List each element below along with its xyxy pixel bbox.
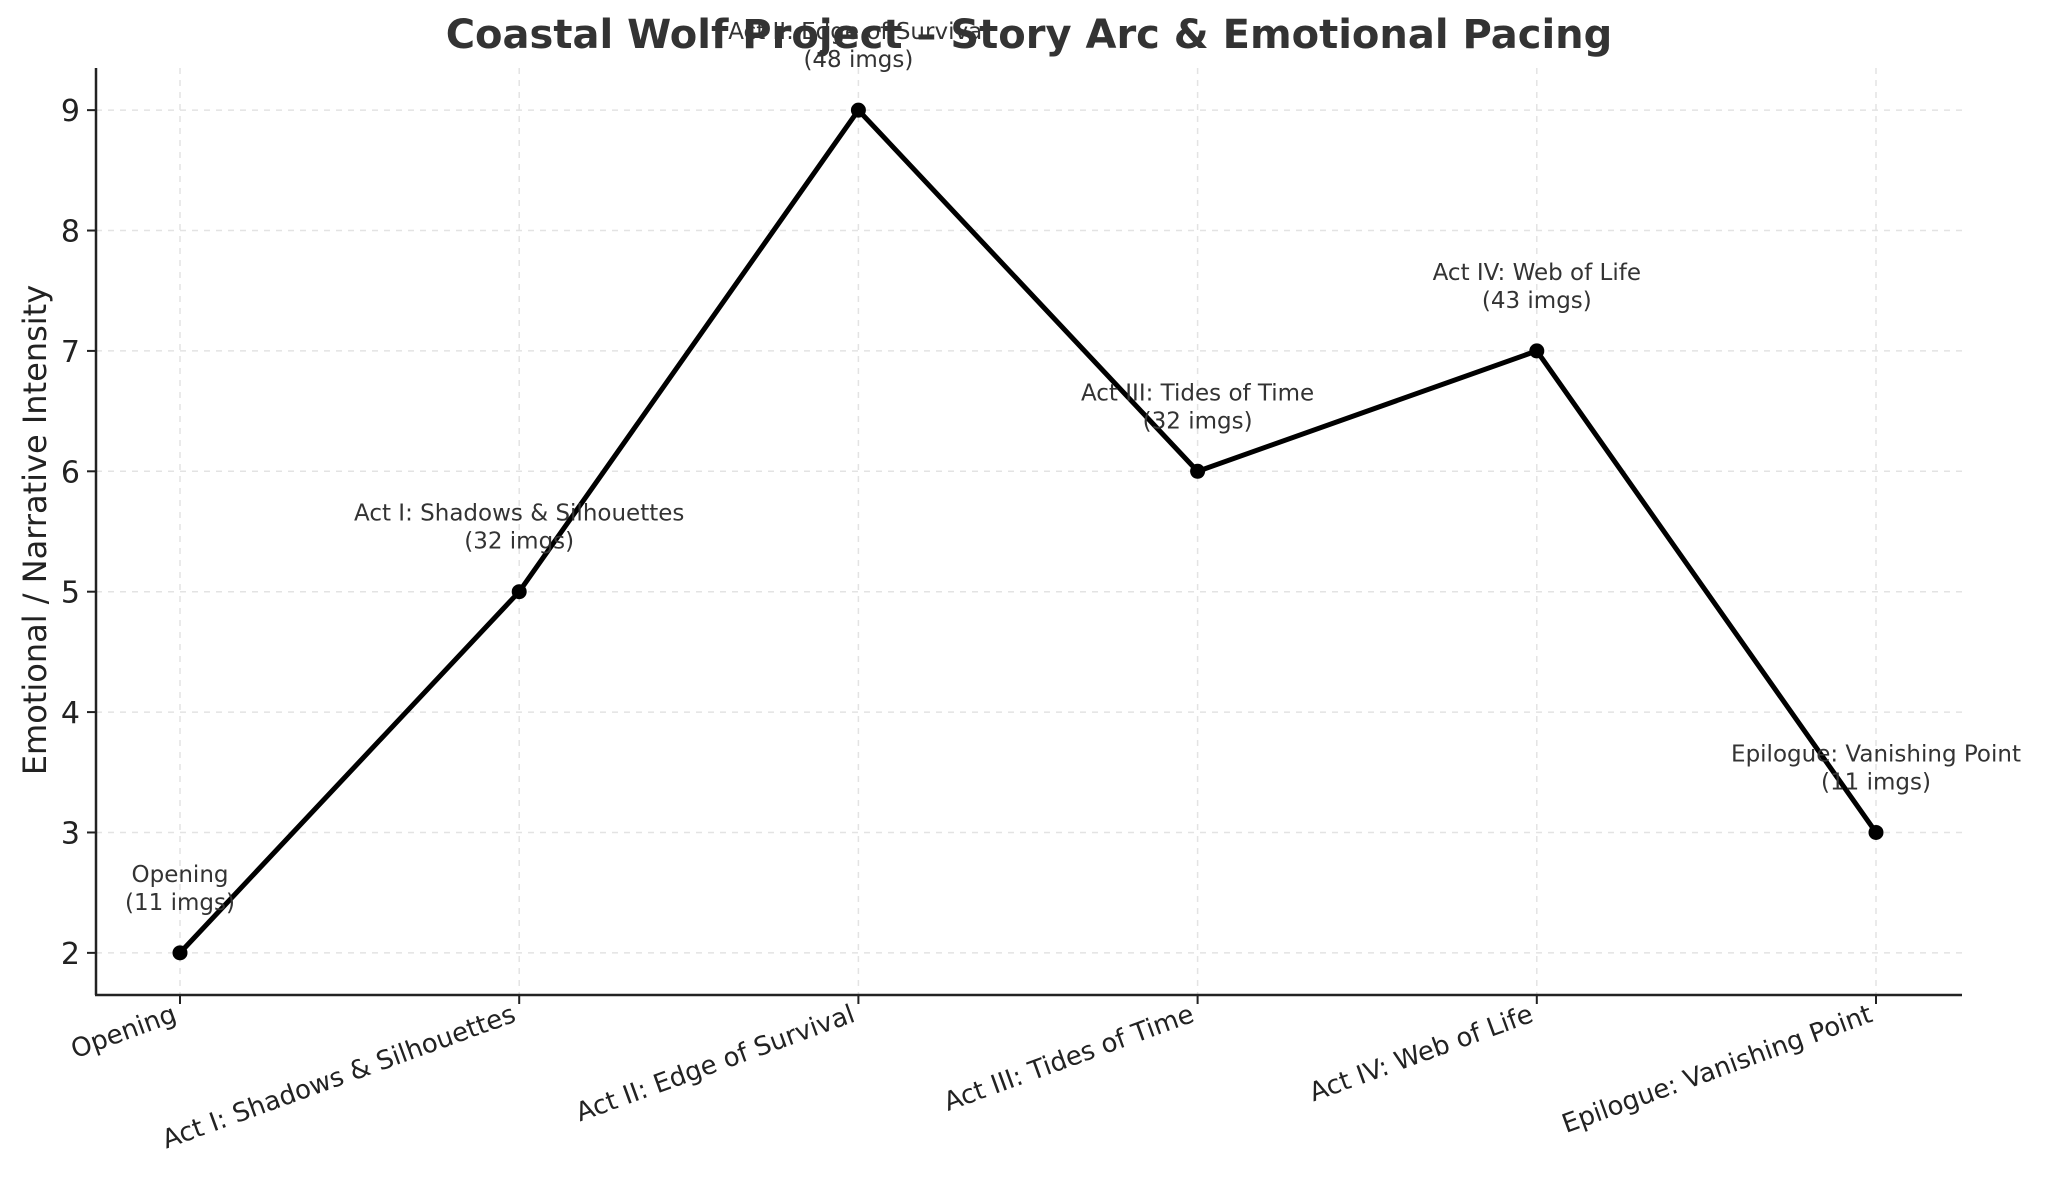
data-point xyxy=(1190,463,1206,479)
data-point xyxy=(850,102,866,118)
y-tick-label: 4 xyxy=(61,696,80,731)
point-annotation-count: (32 imgs) xyxy=(1143,408,1253,434)
point-annotation-count: (48 imgs) xyxy=(803,47,913,73)
point-annotation-label: Act III: Tides of Time xyxy=(1081,380,1314,406)
point-annotation-count: (11 imgs) xyxy=(125,890,235,916)
point-annotation-label: Act IV: Web of Life xyxy=(1433,260,1641,286)
point-annotation-count: (32 imgs) xyxy=(464,529,574,555)
x-tick-label: Epilogue: Vanishing Point xyxy=(1558,999,1876,1139)
x-tick-label: Opening xyxy=(67,999,180,1065)
series-line-layer xyxy=(178,106,1879,955)
point-annotation-count: (11 imgs) xyxy=(1821,769,1931,795)
y-tick-label: 2 xyxy=(61,937,80,972)
point-annotation-label: Opening xyxy=(132,862,229,888)
y-tick-label: 7 xyxy=(61,335,80,370)
y-tick-label: 9 xyxy=(61,94,80,129)
axes-layer xyxy=(94,68,1962,997)
x-tick-label: Act I: Shadows & Silhouettes xyxy=(158,999,519,1155)
y-axis-label: Emotional / Narrative Intensity xyxy=(16,285,54,775)
y-tick-label: 8 xyxy=(61,215,80,250)
x-tick-label: Act III: Tides of Time xyxy=(940,999,1198,1117)
data-point xyxy=(172,945,188,961)
data-point xyxy=(1529,343,1545,359)
point-annotation-label: Epilogue: Vanishing Point xyxy=(1731,741,2021,767)
x-tick-label: Act II: Edge of Survival xyxy=(572,999,859,1128)
point-annotation-label: Act II: Edge of Survival xyxy=(728,19,988,45)
x-tick-label: Act IV: Web of Life xyxy=(1306,999,1538,1108)
data-point-layer xyxy=(172,102,1884,961)
y-tick-label: 5 xyxy=(61,576,80,611)
point-annotation-label: Act I: Shadows & Silhouettes xyxy=(354,501,684,527)
data-point xyxy=(511,584,527,600)
series-line xyxy=(178,106,1879,955)
point-annotation-count: (43 imgs) xyxy=(1482,288,1592,314)
annotation-layer: Opening(11 imgs)Act I: Shadows & Silhoue… xyxy=(125,19,2021,916)
data-point xyxy=(1868,824,1884,840)
y-tick-labels: 2 3 4 5 6 7 8 9 xyxy=(61,94,96,972)
grid-layer xyxy=(96,68,1962,995)
chart-title: Coastal Wolf Project – Story Arc & Emoti… xyxy=(446,12,1613,58)
y-tick-label: 3 xyxy=(61,816,80,851)
y-tick-label: 6 xyxy=(61,455,80,490)
